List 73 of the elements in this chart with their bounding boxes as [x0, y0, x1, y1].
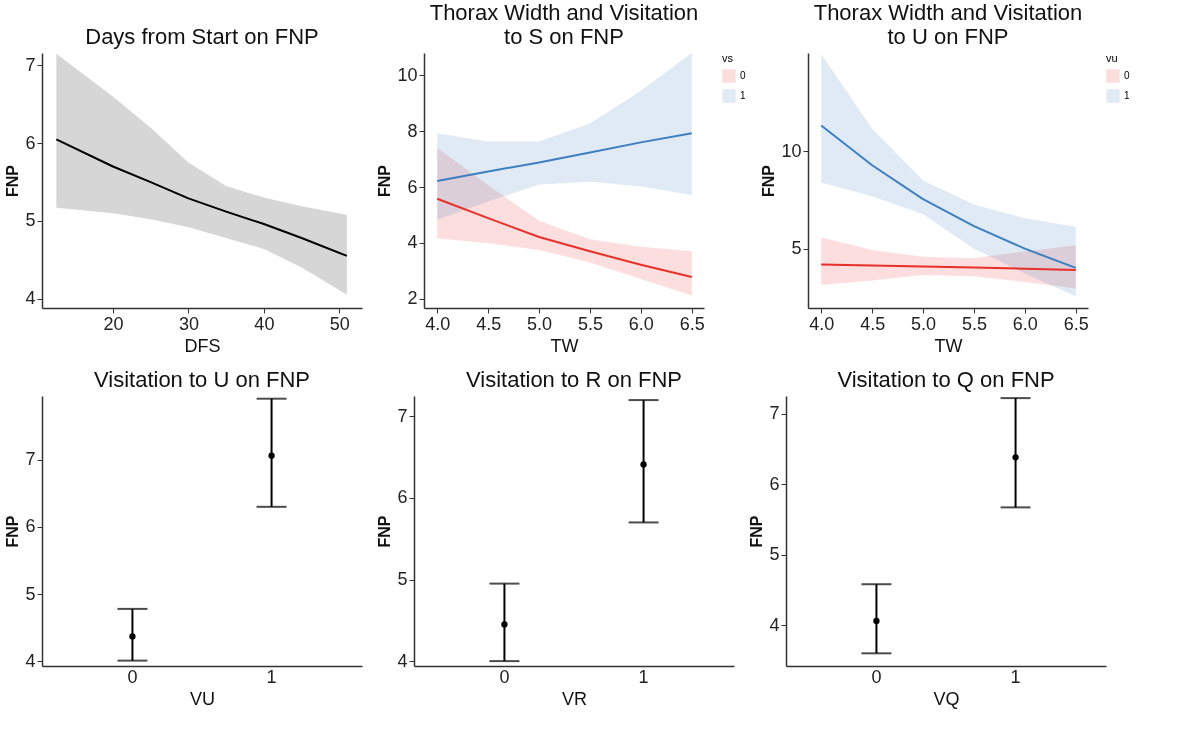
chart-title: Visitation to R on FNP — [465, 367, 683, 392]
y-tick-label: 5 — [397, 569, 408, 590]
x-tick-label: 50 — [329, 313, 350, 334]
y-axis-title: FNP — [760, 164, 778, 197]
x-tick-label: 5.0 — [527, 313, 553, 334]
chart-title: Thorax Width and Visitation to S on FNP — [429, 0, 699, 49]
y-axis-title: FNP — [4, 515, 22, 548]
x-axis-title: TW — [934, 335, 963, 356]
y-tick-label: 4 — [397, 650, 408, 671]
y-tick-label: 6 — [769, 473, 780, 494]
x-tick-label: 1 — [1010, 666, 1021, 687]
y-tick-label: 8 — [407, 120, 418, 141]
y-tick-label: 4 — [769, 614, 780, 635]
x-axis-title: VU — [189, 688, 216, 709]
x-tick-label: 6.5 — [679, 313, 705, 334]
x-tick-label: 40 — [254, 313, 275, 334]
x-tick-label: 6.5 — [1063, 313, 1089, 334]
y-tick-label: 4 — [25, 650, 36, 671]
line-series — [55, 138, 348, 257]
y-tick-label: 6 — [25, 132, 36, 153]
legend-label: 1 — [1124, 90, 1130, 101]
legend-title: vs — [722, 52, 734, 64]
y-tick-label: 5 — [25, 210, 36, 231]
y-axis-title: FNP — [376, 515, 394, 548]
y-axis-title: FNP — [4, 164, 22, 197]
x-tick-label: 0 — [499, 666, 510, 687]
y-tick-label: 6 — [25, 516, 36, 537]
x-axis-title: VQ — [933, 688, 960, 709]
legend-label: 1 — [740, 90, 746, 101]
x-tick-label: 5.0 — [911, 313, 937, 334]
x-axis-title: TW — [550, 335, 579, 356]
x-tick-label: 0 — [871, 666, 882, 687]
x-axis-title: VR — [561, 688, 588, 709]
x-tick-label: 5.5 — [961, 313, 987, 334]
x-tick-label: 6.0 — [1012, 313, 1038, 334]
legend-label: 0 — [740, 70, 746, 81]
x-tick-label: 1 — [266, 666, 277, 687]
x-axis-title: DFS — [184, 335, 221, 356]
x-tick-label: 4.5 — [476, 313, 502, 334]
legend-title: vu — [1106, 52, 1118, 64]
y-tick-label: 7 — [397, 405, 408, 426]
y-tick-label: 7 — [769, 403, 780, 424]
line-series — [436, 132, 693, 182]
y-tick-label: 4 — [25, 288, 36, 309]
y-tick-label: 5 — [791, 238, 802, 259]
y-tick-label: 5 — [769, 544, 780, 565]
y-axis-title: FNP — [748, 515, 766, 548]
y-axis-title: FNP — [376, 164, 394, 197]
chart-title: Visitation to U on FNP — [93, 367, 311, 392]
x-tick-label: 4.0 — [425, 313, 451, 334]
x-tick-label: 5.5 — [577, 313, 603, 334]
x-tick-label: 6.0 — [628, 313, 654, 334]
y-tick-label: 6 — [407, 176, 418, 197]
chart-title: Visitation to Q on FNP — [837, 367, 1055, 392]
legend-label: 0 — [1124, 70, 1130, 81]
x-tick-label: 1 — [638, 666, 649, 687]
line-series — [436, 197, 693, 278]
y-tick-label: 2 — [407, 288, 418, 309]
y-tick-label: 4 — [407, 232, 418, 253]
x-tick-label: 4.0 — [809, 313, 835, 334]
y-tick-label: 7 — [25, 54, 36, 75]
y-tick-label: 10 — [781, 140, 802, 161]
line-series — [820, 124, 1077, 269]
y-tick-label: 10 — [397, 64, 418, 85]
y-tick-label: 5 — [25, 583, 36, 604]
y-tick-label: 7 — [25, 449, 36, 470]
x-tick-label: 20 — [103, 313, 124, 334]
chart-title: Days from Start on FNP — [85, 24, 319, 49]
x-tick-label: 0 — [127, 666, 138, 687]
x-tick-label: 4.5 — [860, 313, 886, 334]
chart-title: Thorax Width and Visitation to U on FNP — [813, 0, 1083, 49]
y-tick-label: 6 — [397, 487, 408, 508]
x-tick-label: 30 — [178, 313, 199, 334]
